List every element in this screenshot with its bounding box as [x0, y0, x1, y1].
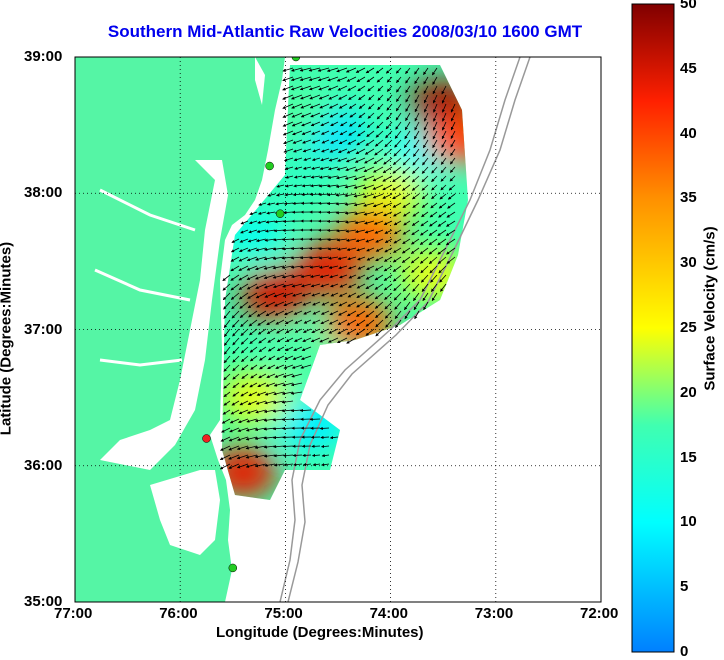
station-marker [276, 210, 284, 218]
velocity-arrow [283, 446, 293, 447]
x-tick-label: 73:00 [475, 605, 513, 622]
y-tick-label: 35:00 [24, 593, 62, 610]
x-axis-label: Longitude (Degrees:Minutes) [216, 624, 424, 641]
colorbar-tick-label: 20 [680, 384, 697, 401]
colorbar-tick-label: 0 [680, 643, 688, 660]
colorbar-tick-label: 10 [680, 513, 697, 530]
colorbar-tick-label: 35 [680, 189, 697, 206]
colorbar-label: Surface Velocity (cm/s) [702, 209, 719, 409]
colorbar-tick-label: 15 [680, 449, 697, 466]
colorbar-tick-label: 30 [680, 254, 697, 271]
y-tick-label: 36:00 [24, 457, 62, 474]
velocity-arrow [293, 455, 302, 456]
velocity-arrow [303, 455, 311, 456]
velocity-arrow [283, 230, 293, 231]
colorbar [632, 4, 674, 652]
y-tick-label: 39:00 [24, 48, 62, 65]
velocity-region [220, 372, 288, 424]
y-tick-label: 38:00 [24, 184, 62, 201]
station-marker [203, 435, 211, 443]
colorbar-tick-label: 5 [680, 578, 688, 595]
x-tick-label: 75:00 [264, 605, 302, 622]
y-tick-label: 37:00 [24, 321, 62, 338]
station-marker [266, 162, 274, 170]
x-tick-label: 74:00 [370, 605, 408, 622]
velocity-arrow [283, 221, 293, 222]
velocity-arrow [282, 428, 293, 429]
x-tick-label: 76:00 [159, 605, 197, 622]
x-tick-label: 72:00 [580, 605, 618, 622]
velocity-arrow [293, 203, 302, 204]
station-marker [229, 564, 237, 572]
colorbar-tick-label: 25 [680, 319, 697, 336]
colorbar-tick-label: 50 [680, 0, 697, 12]
colorbar-tick-label: 45 [680, 60, 697, 77]
y-axis-label: Latitude (Degrees:Minutes) [0, 239, 15, 439]
velocity-arrow [320, 428, 329, 429]
velocity-arrow [327, 212, 338, 213]
colorbar-tick-label: 40 [680, 125, 697, 142]
